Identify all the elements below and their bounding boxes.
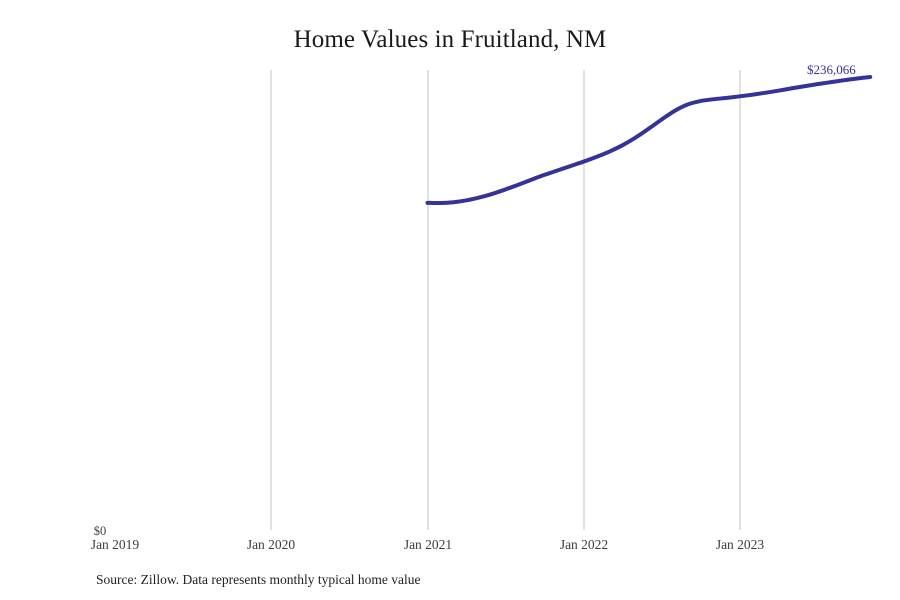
gridlines — [270, 70, 741, 530]
x-tick-label-jan-2019: Jan 2019 — [90, 537, 140, 552]
source-note: Source: Zillow. Data represents monthly … — [96, 572, 421, 587]
x-tick-label-jan-2020: Jan 2020 — [246, 537, 296, 552]
y-axis-zero-label: $0 — [93, 524, 107, 538]
x-tick-label-jan-2023: Jan 2023 — [715, 537, 765, 552]
series-end-value-label: $236,066 — [807, 62, 856, 77]
chart-title: Home Values in Fruitland, NM — [293, 26, 607, 53]
x-tick-label-jan-2021: Jan 2021 — [403, 537, 453, 552]
series-line-typical-home-value — [425, 75, 873, 206]
x-tick-label-jan-2022: Jan 2022 — [559, 537, 609, 552]
